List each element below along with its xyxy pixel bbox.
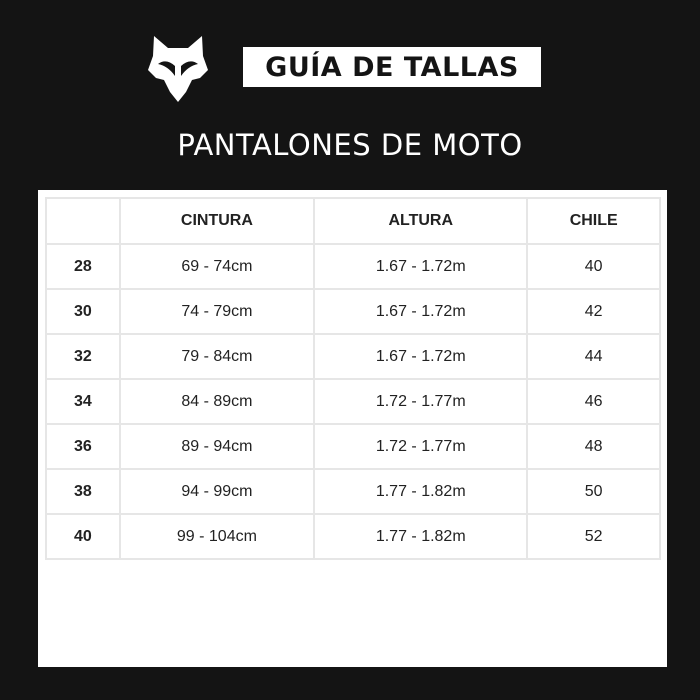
page-title: GUÍA DE TALLAS bbox=[265, 51, 519, 83]
height-cell: 1.67 - 1.72m bbox=[313, 333, 529, 380]
waist-cell: 89 - 94cm bbox=[118, 423, 316, 470]
fox-head-logo bbox=[148, 36, 208, 102]
waist-cell: 79 - 84cm bbox=[118, 333, 316, 380]
table-row: 32 79 - 84cm 1.67 - 1.72m 44 bbox=[45, 333, 661, 380]
size-table: CINTURA ALTURA CHILE 28 69 - 74cm 1.67 - 1… bbox=[45, 197, 661, 560]
size-cell: 36 bbox=[45, 423, 121, 470]
table-row: 38 94 - 99cm 1.77 - 1.82m 50 bbox=[45, 468, 661, 515]
height-cell: 1.77 - 1.82m bbox=[313, 468, 529, 515]
size-cell: 28 bbox=[45, 243, 121, 290]
chile-size-cell: 52 bbox=[526, 513, 661, 560]
column-header: CHILE bbox=[526, 197, 661, 245]
title-banner: GUÍA DE TALLAS bbox=[243, 47, 541, 87]
chile-size-cell: 40 bbox=[526, 243, 661, 290]
chile-size-cell: 48 bbox=[526, 423, 661, 470]
size-cell: 38 bbox=[45, 468, 121, 515]
page-subtitle: PANTALONES DE MOTO bbox=[177, 128, 523, 162]
size-cell: 40 bbox=[45, 513, 121, 560]
table-row: 30 74 - 79cm 1.67 - 1.72m 42 bbox=[45, 288, 661, 335]
table-row: 40 99 - 104cm 1.77 - 1.82m 52 bbox=[45, 513, 661, 560]
height-cell: 1.72 - 1.77m bbox=[313, 423, 529, 470]
height-cell: 1.67 - 1.72m bbox=[313, 288, 529, 335]
size-cell: 34 bbox=[45, 378, 121, 425]
waist-cell: 99 - 104cm bbox=[118, 513, 316, 560]
table-row: 34 84 - 89cm 1.72 - 1.77m 46 bbox=[45, 378, 661, 425]
height-cell: 1.72 - 1.77m bbox=[313, 378, 529, 425]
waist-cell: 69 - 74cm bbox=[118, 243, 316, 290]
height-cell: 1.67 - 1.72m bbox=[313, 243, 529, 290]
waist-cell: 84 - 89cm bbox=[118, 378, 316, 425]
column-header: CINTURA bbox=[118, 197, 316, 245]
height-cell: 1.77 - 1.82m bbox=[313, 513, 529, 560]
column-header: ALTURA bbox=[313, 197, 529, 245]
size-cell: 32 bbox=[45, 333, 121, 380]
chile-size-cell: 44 bbox=[526, 333, 661, 380]
column-header bbox=[45, 197, 121, 245]
table-row: 36 89 - 94cm 1.72 - 1.77m 48 bbox=[45, 423, 661, 470]
size-table-panel: CINTURA ALTURA CHILE 28 69 - 74cm 1.67 - 1… bbox=[38, 190, 667, 667]
waist-cell: 94 - 99cm bbox=[118, 468, 316, 515]
size-cell: 30 bbox=[45, 288, 121, 335]
chile-size-cell: 42 bbox=[526, 288, 661, 335]
chile-size-cell: 46 bbox=[526, 378, 661, 425]
waist-cell: 74 - 79cm bbox=[118, 288, 316, 335]
table-header-row: CINTURA ALTURA CHILE bbox=[45, 197, 661, 245]
chile-size-cell: 50 bbox=[526, 468, 661, 515]
table-row: 28 69 - 74cm 1.67 - 1.72m 40 bbox=[45, 243, 661, 290]
